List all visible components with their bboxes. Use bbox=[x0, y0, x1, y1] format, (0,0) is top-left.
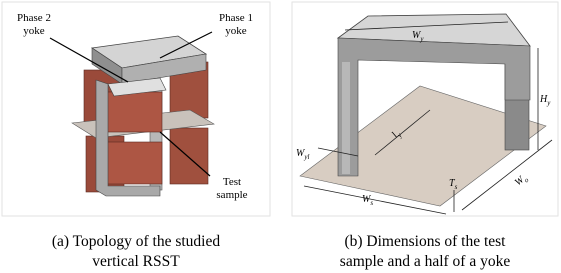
text: yl bbox=[303, 153, 309, 161]
text: sample and a half of a yoke bbox=[340, 253, 511, 270]
text: s bbox=[455, 183, 458, 191]
text: sample bbox=[216, 189, 247, 201]
text: (a) Topology of the studied bbox=[52, 233, 220, 250]
figure: Phase 2yoke Phase 1yoke Testsample Wy Hy… bbox=[0, 0, 561, 273]
text: Phase 1 bbox=[219, 12, 253, 24]
text: Phase 2 bbox=[17, 12, 51, 24]
text: s bbox=[370, 199, 373, 207]
rsst-drawing bbox=[72, 36, 214, 196]
caption: (b) Dimensions of the test sample and a h… bbox=[340, 233, 511, 270]
text: (b) Dimensions of the test bbox=[344, 233, 506, 250]
text: yoke bbox=[23, 25, 45, 37]
caption: (a) Topology of the studied vertical RSST bbox=[52, 233, 220, 270]
text: Test bbox=[223, 176, 241, 188]
text: yoke bbox=[225, 25, 247, 37]
text: vertical RSST bbox=[92, 253, 180, 270]
